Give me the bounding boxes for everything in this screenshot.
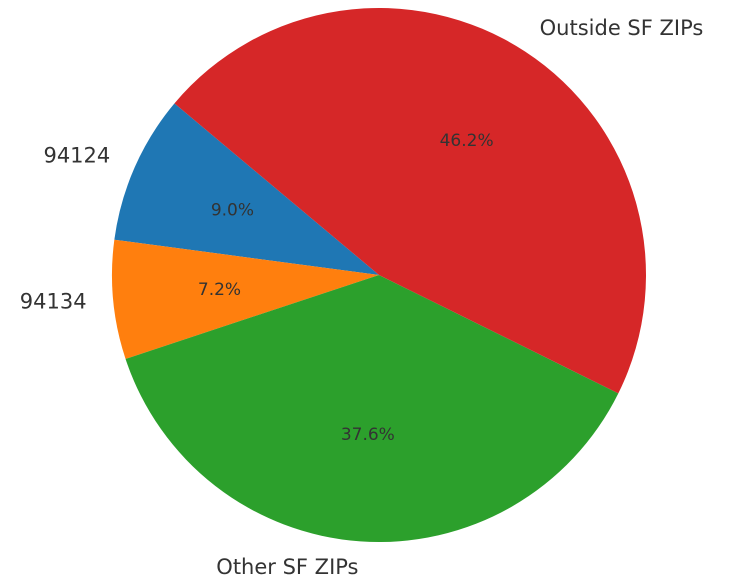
- slice-label: 94134: [20, 289, 87, 313]
- value-label: 46.2%: [440, 131, 494, 151]
- pie-slice: [125, 275, 619, 543]
- value-label: 37.6%: [341, 425, 395, 445]
- slice-label: Outside SF ZIPs: [540, 16, 704, 40]
- slice-label: Other SF ZIPs: [216, 555, 358, 579]
- value-label: 7.2%: [198, 280, 241, 300]
- pie-slice: [112, 239, 380, 359]
- pie-slice: [114, 103, 379, 276]
- slice-label: 94124: [43, 143, 110, 167]
- value-label: 9.0%: [211, 200, 254, 220]
- pie-slice: [174, 7, 647, 394]
